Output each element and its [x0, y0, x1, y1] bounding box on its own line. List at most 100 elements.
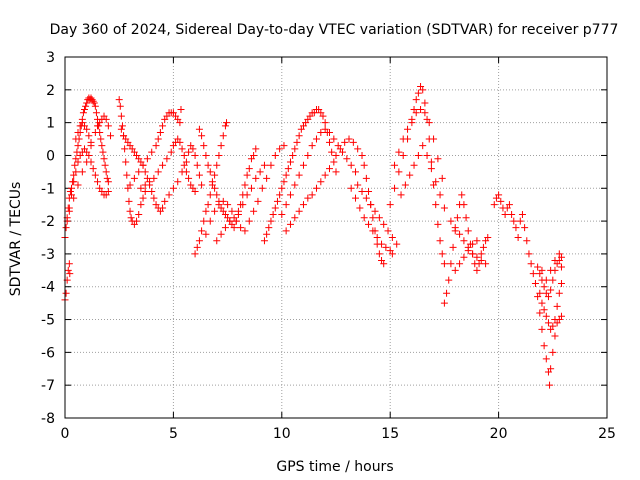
data-point	[198, 227, 206, 235]
data-point	[456, 230, 464, 238]
data-point	[224, 201, 232, 209]
data-point	[185, 148, 193, 156]
data-point	[336, 145, 344, 153]
data-point	[540, 342, 548, 350]
data-point	[458, 191, 466, 199]
data-point	[177, 106, 185, 114]
data-point	[202, 230, 210, 238]
data-point	[542, 312, 550, 320]
data-point	[525, 250, 533, 258]
data-point	[332, 151, 340, 159]
data-point	[85, 132, 93, 140]
data-point	[432, 201, 440, 209]
data-point	[247, 184, 255, 192]
data-point	[419, 142, 427, 150]
y-tick-label: -3	[41, 247, 55, 263]
data-point	[213, 161, 221, 169]
grid	[65, 57, 607, 418]
data-point	[282, 171, 290, 179]
data-point	[312, 135, 320, 143]
data-point	[66, 188, 74, 196]
data-point	[182, 168, 190, 176]
data-point	[97, 135, 105, 143]
data-point	[373, 234, 381, 241]
data-point	[477, 256, 485, 264]
data-point	[100, 155, 108, 163]
data-point	[397, 191, 405, 199]
data-point	[325, 165, 333, 173]
data-point	[102, 168, 110, 176]
data-point	[228, 207, 236, 215]
data-point	[345, 135, 353, 143]
data-point	[547, 286, 555, 294]
data-point	[243, 191, 251, 199]
data-point	[74, 158, 82, 166]
data-point	[289, 151, 297, 159]
data-point	[536, 289, 544, 297]
data-point	[250, 207, 258, 215]
data-point	[354, 181, 362, 189]
data-point	[497, 197, 505, 205]
data-point	[198, 132, 206, 140]
data-point	[211, 171, 219, 179]
data-point	[176, 138, 184, 146]
data-point	[152, 142, 160, 150]
data-point	[137, 201, 145, 209]
data-point	[180, 151, 188, 159]
data-point	[87, 138, 95, 146]
data-point	[330, 158, 338, 166]
data-point	[276, 145, 284, 153]
data-point	[148, 148, 156, 156]
data-point	[74, 142, 82, 150]
data-point	[440, 204, 448, 212]
data-point	[369, 227, 377, 235]
data-point	[391, 161, 399, 169]
data-point	[156, 128, 164, 136]
data-point	[252, 145, 260, 153]
data-point	[423, 151, 431, 159]
data-point	[280, 142, 288, 150]
data-point	[217, 142, 225, 150]
data-point	[91, 171, 99, 179]
data-point	[260, 237, 268, 245]
y-axis-label: SDTVAR / TECUs	[8, 182, 24, 297]
data-point	[250, 151, 258, 159]
data-point	[85, 151, 93, 159]
data-point	[365, 220, 373, 228]
data-point	[195, 237, 203, 245]
data-point	[540, 306, 548, 314]
data-point	[395, 168, 403, 176]
data-point	[206, 217, 214, 225]
data-point	[325, 128, 333, 136]
data-point	[198, 181, 206, 189]
data-point	[263, 230, 271, 238]
data-point	[215, 151, 223, 159]
data-point	[544, 319, 552, 327]
data-point	[369, 214, 377, 222]
data-point	[477, 250, 485, 258]
data-point	[99, 148, 107, 156]
data-point	[191, 250, 199, 258]
x-tick-label: 0	[61, 426, 70, 442]
data-point	[90, 99, 98, 107]
data-point	[215, 201, 223, 209]
data-point	[449, 243, 457, 251]
data-point	[245, 165, 253, 173]
y-tick-label: -1	[41, 181, 55, 197]
y-tick-label: -5	[41, 313, 55, 329]
data-point	[103, 174, 111, 182]
data-point	[139, 161, 147, 169]
data-point	[193, 243, 201, 251]
data-point	[206, 191, 214, 199]
data-point	[115, 96, 123, 104]
data-point	[557, 263, 565, 271]
data-point	[185, 174, 193, 182]
data-point	[267, 161, 275, 169]
data-point	[521, 224, 529, 232]
data-point	[399, 151, 407, 159]
data-point	[282, 201, 290, 209]
data-point	[82, 102, 90, 110]
data-point	[91, 128, 99, 136]
data-point	[65, 260, 73, 268]
data-point	[70, 178, 78, 186]
